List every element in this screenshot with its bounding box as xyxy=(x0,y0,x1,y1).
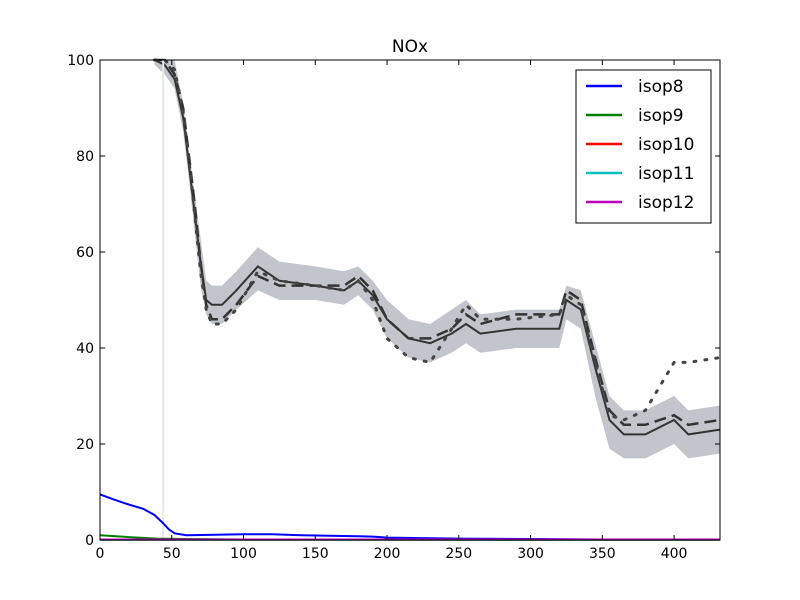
x-tick-label: 400 xyxy=(661,546,688,562)
chart-title: NOx xyxy=(392,37,428,57)
legend-label-isop9: isop9 xyxy=(638,106,684,126)
axis-ticks: 0 50 100 150 200 250 300 350 400 0 20 40 60 80 100 xyxy=(67,53,720,562)
y-tick-label: 0 xyxy=(85,533,94,549)
y-tick-label: 100 xyxy=(67,53,94,69)
legend-label-isop11: isop11 xyxy=(638,164,694,184)
x-tick-label: 200 xyxy=(374,546,401,562)
series-lines xyxy=(99,493,720,541)
series-line-isop8 xyxy=(99,493,720,541)
x-tick-label: 0 xyxy=(96,546,105,562)
legend-label-isop10: isop10 xyxy=(638,135,694,155)
plot-frame xyxy=(99,59,721,541)
legend-label-isop8: isop8 xyxy=(638,77,684,97)
legend-label-isop12: isop12 xyxy=(638,193,694,213)
x-tick-label: 300 xyxy=(517,546,544,562)
x-tick-label: 250 xyxy=(445,546,472,562)
x-tick-label: 350 xyxy=(589,546,616,562)
x-tick-label: 150 xyxy=(302,546,329,562)
y-tick-label: 20 xyxy=(76,437,94,453)
legend: isop8 isop9 isop10 isop11 isop12 xyxy=(575,69,712,224)
y-tick-label: 80 xyxy=(76,149,94,165)
y-tick-label: 40 xyxy=(76,341,94,357)
reference-dotted-line xyxy=(153,58,722,422)
x-tick-label: 100 xyxy=(230,546,257,562)
y-tick-label: 60 xyxy=(76,245,94,261)
legend-box xyxy=(575,69,712,224)
reference-background xyxy=(153,58,722,540)
x-tick-label: 50 xyxy=(163,546,181,562)
